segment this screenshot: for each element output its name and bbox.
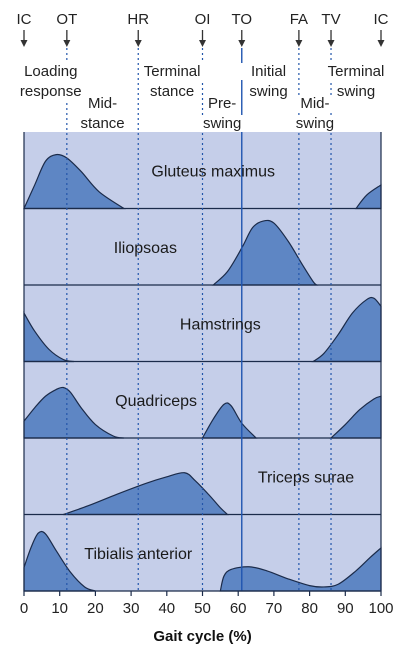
phase-7-line-2-backdrop [335, 83, 378, 100]
phase-1-line-2: response [20, 83, 82, 100]
gluteus-maximus-label: Gluteus maximus [151, 163, 275, 180]
x-tick-label-50: 50 [194, 600, 211, 617]
event-hr-2-arrow-head [134, 40, 142, 47]
event-hr-2-label: HR [127, 11, 149, 28]
phase-4-line-2-backdrop [201, 115, 244, 132]
event-fa-5-label: FA [290, 11, 308, 28]
phase-3-line-1-backdrop [139, 63, 205, 80]
x-axis: 0 10 20 30 40 50 60 70 80 90 100 Gait cycle (%) [20, 590, 394, 645]
iliopsoas-label: Iliopsoas [114, 240, 177, 257]
hamstrings-label: Hamstrings [180, 316, 261, 333]
phase-3-line-2: stance [150, 83, 194, 100]
event-ic-0-arrow-head [20, 40, 28, 47]
phase-6-line-2-backdrop [293, 115, 336, 132]
phase-2-line-1-backdrop [85, 95, 120, 112]
event-ot-1-arrow-head [63, 40, 71, 47]
x-tick-label-0: 0 [20, 600, 28, 617]
hamstrings-activity-curve-2 [311, 296, 382, 363]
tibialis-anterior-activity-curve-2 [219, 546, 382, 592]
event-tv-6-arrow-head [327, 40, 335, 47]
tibialis-anterior-label: Tibialis anterior [84, 546, 193, 563]
phase-1-line-1-backdrop [22, 63, 80, 80]
phase-6-line-1: Mid- [300, 95, 329, 112]
phase-5-line-1: Initial [251, 63, 286, 80]
event-oi-3-arrow-head [199, 40, 206, 47]
x-tick-label-30: 30 [123, 600, 140, 617]
phase-5-line-1-backdrop [239, 63, 298, 80]
event-ic-0-label: IC [17, 11, 32, 28]
gait-events: IC OT HR OI TO FA TV IC [17, 11, 389, 47]
phase-1-line-1: Loading [24, 63, 77, 80]
phase-7-line-1: Terminal [328, 63, 385, 80]
x-axis-label: Gait cycle (%) [153, 628, 251, 645]
triceps-surae-label: Triceps surae [258, 469, 354, 486]
phase-3-line-2-backdrop [147, 83, 197, 100]
phase-4-line-2: swing [203, 115, 241, 132]
event-ic-7-label: IC [374, 11, 389, 28]
quadriceps-activity-curve-3 [329, 395, 382, 439]
x-tick-label-80: 80 [301, 600, 318, 617]
event-lines [66, 48, 332, 591]
triceps-surae-activity-curve-1 [63, 472, 230, 516]
phase-6-line-1-backdrop [297, 95, 333, 112]
muscle-labels: Gluteus maximus Iliopsoas Hamstrings Quadri… [84, 163, 354, 563]
event-oi-3-label: OI [195, 11, 211, 28]
phase-2-line-2: stance [80, 115, 124, 132]
phase-7-line-2: swing [337, 83, 375, 100]
x-tick-label-20: 20 [87, 600, 104, 617]
phase-1-line-2-backdrop [18, 83, 84, 100]
phase-7-line-1-backdrop [323, 63, 389, 80]
quadriceps-activity-curve-2 [201, 402, 258, 439]
x-tick-label-10: 10 [51, 600, 68, 617]
event-ic-7-arrow-head [377, 40, 385, 47]
phase-3-line-1: Terminal [144, 63, 201, 80]
phase-2-line-1: Mid- [88, 95, 117, 112]
phase-4-line-1-backdrop [204, 95, 240, 112]
event-tv-6-label: TV [321, 11, 340, 28]
phase-5-line-2: swing [249, 83, 287, 100]
x-tick-label-100: 100 [368, 600, 393, 617]
phase-5-line-2-backdrop [247, 83, 290, 100]
event-to-4-arrow-head [238, 40, 246, 47]
iliopsoas-activity-curve-1 [211, 219, 319, 286]
x-tick-label-60: 60 [230, 600, 247, 617]
x-tick-label-70: 70 [266, 600, 283, 617]
phase-2-line-2-backdrop [77, 115, 128, 132]
gluteus-maximus-activity-curve-1 [23, 153, 126, 210]
phase-6-line-2: swing [296, 115, 334, 132]
activity-curves [23, 153, 382, 592]
gait-phases: Loading response Mid-stance Terminal stance P… [18, 63, 389, 132]
quadriceps-label: Quadriceps [115, 393, 197, 410]
event-ot-1-label: OT [56, 11, 77, 28]
event-to-4-label: TO [231, 11, 252, 28]
event-fa-5-arrow-head [295, 40, 303, 47]
gluteus-maximus-activity-curve-2 [354, 183, 382, 210]
x-tick-label-90: 90 [337, 600, 354, 617]
phase-4-line-1: Pre- [208, 95, 236, 112]
x-tick-label-40: 40 [158, 600, 175, 617]
tibialis-anterior-activity-curve-1 [23, 530, 96, 592]
